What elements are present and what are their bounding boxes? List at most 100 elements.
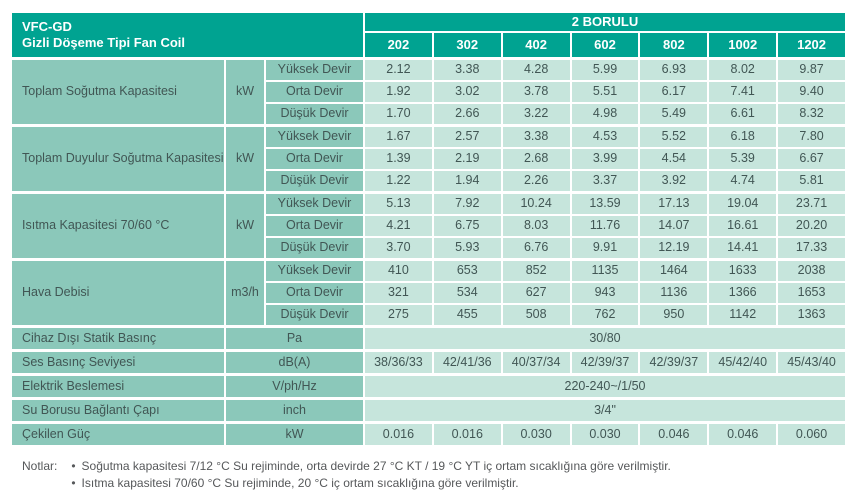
value-cell: 1136 [640, 283, 708, 303]
value-cell: 2.19 [433, 149, 501, 169]
row-group-label: Toplam Duyulur Soğutma Kapasitesi [12, 127, 224, 191]
value-cell: 20.20 [778, 216, 845, 236]
value-cell: 8.32 [778, 104, 845, 124]
value-cell: 950 [640, 305, 708, 325]
value-cell: 6.76 [502, 238, 570, 258]
value-cell: 4.21 [365, 216, 432, 236]
value-cell: 1653 [778, 283, 845, 303]
value-cell: 40/37/34 [502, 352, 570, 373]
value-cell: 11.76 [571, 216, 639, 236]
bullet-icon: • [71, 459, 76, 473]
value-cell: 13.59 [571, 194, 639, 214]
value-cell: 17.33 [778, 238, 845, 258]
value-cell: 19.04 [709, 194, 777, 214]
value-cell: 14.41 [709, 238, 777, 258]
value-cell: 321 [365, 283, 432, 303]
note-item: • Soğutma kapasitesi 7/12 °C Su rejimind… [71, 459, 671, 473]
model-column-header: 802 [640, 33, 708, 57]
value-cell: 5.13 [365, 194, 432, 214]
table-header: VFC-GD Gizli Döşeme Tipi Fan Coil 2 BORU… [12, 13, 845, 57]
unit-label: dB(A) [226, 352, 363, 373]
speed-label: Düşük Devir [266, 104, 363, 124]
value-cell: 1.22 [365, 171, 432, 191]
speed-label: Düşük Devir [266, 238, 363, 258]
speed-label: Orta Devir [266, 82, 363, 102]
value-cell: 3.37 [571, 171, 639, 191]
unit-label: kW [226, 60, 264, 124]
block-toplam-sogutma-kapasitesi: Toplam Soğutma Kapasitesi kW Yüksek Devi… [12, 60, 845, 124]
row-label: Ses Basınç Seviyesi [12, 352, 224, 373]
unit-label: inch [226, 400, 363, 421]
model-column-header: 1202 [778, 33, 845, 57]
value-cell: 3.78 [502, 82, 570, 102]
value-cell: 23.71 [778, 194, 845, 214]
unit-label: kW [226, 194, 264, 258]
speed-label: Düşük Devir [266, 305, 363, 325]
value-cell: 1633 [709, 261, 777, 281]
value-cell: 1.92 [365, 82, 432, 102]
value-cell: 2038 [778, 261, 845, 281]
row-label: Su Borusu Bağlantı Çapı [12, 400, 224, 421]
model-column-header: 1002 [709, 33, 777, 57]
row-label: Cihaz Dışı Statik Basınç [12, 328, 224, 349]
row-group-label: Isıtma Kapasitesi 70/60 °C [12, 194, 224, 258]
note-item: • Isıtma kapasitesi 70/60 °C Su rejimind… [71, 476, 671, 490]
block-toplam-duyulur-sogutma-kapasitesi: Toplam Duyulur Soğutma Kapasitesi kW Yük… [12, 127, 845, 191]
value-cell: 4.54 [640, 149, 708, 169]
value-cell: 0.016 [365, 424, 432, 445]
spec-table: VFC-GD Gizli Döşeme Tipi Fan Coil 2 BORU… [12, 13, 845, 445]
notes-label: Notlar: [22, 459, 58, 473]
value-cell: 1363 [778, 305, 845, 325]
value-cell: 0.060 [778, 424, 845, 445]
notes-list: • Soğutma kapasitesi 7/12 °C Su rejimind… [71, 459, 671, 493]
unit-label: V/ph/Hz [226, 376, 363, 397]
value-cell: 410 [365, 261, 432, 281]
value-cell: 14.07 [640, 216, 708, 236]
value-cell: 275 [365, 305, 432, 325]
model-column-header: 302 [433, 33, 501, 57]
row-static-pressure: Cihaz Dışı Statik Basınç Pa 30/80 [12, 328, 845, 349]
value-cell: 3.02 [433, 82, 501, 102]
speed-label: Yüksek Devir [266, 60, 363, 80]
value-cell: 17.13 [640, 194, 708, 214]
value-cell: 762 [571, 305, 639, 325]
value-cell: 3.99 [571, 149, 639, 169]
unit-label: m3/h [226, 261, 264, 325]
value-cell: 2.66 [433, 104, 501, 124]
notes-section: Notlar: • Soğutma kapasitesi 7/12 °C Su … [22, 459, 845, 493]
value-cell: 0.016 [433, 424, 501, 445]
value-cell: 5.99 [571, 60, 639, 80]
block-hava-debisi: Hava Debisi m3/h Yüksek Devir 410 653 85… [12, 261, 845, 325]
value-cell: 1142 [709, 305, 777, 325]
model-column-header: 402 [502, 33, 570, 57]
product-title: VFC-GD Gizli Döşeme Tipi Fan Coil [12, 13, 363, 57]
value-cell: 2.68 [502, 149, 570, 169]
row-pipe-diameter: Su Borusu Bağlantı Çapı inch 3/4" [12, 400, 845, 421]
value-cell: 653 [433, 261, 501, 281]
row-label: Elektrik Beslemesi [12, 376, 224, 397]
value-cell: 3.22 [502, 104, 570, 124]
value-cell: 8.02 [709, 60, 777, 80]
row-label: Çekilen Güç [12, 424, 224, 445]
value-cell: 3.38 [433, 60, 501, 80]
value-cell: 0.046 [640, 424, 708, 445]
value-cell-span: 220-240~/1/50 [365, 376, 845, 397]
value-cell: 9.40 [778, 82, 845, 102]
value-cell: 4.74 [709, 171, 777, 191]
value-cell: 0.046 [709, 424, 777, 445]
speed-label: Orta Devir [266, 216, 363, 236]
unit-label: Pa [226, 328, 363, 349]
value-cell: 42/41/36 [433, 352, 501, 373]
value-cell: 42/39/37 [640, 352, 708, 373]
value-cell: 6.75 [433, 216, 501, 236]
value-cell: 1.67 [365, 127, 432, 147]
value-cell: 45/43/40 [778, 352, 845, 373]
value-cell: 5.81 [778, 171, 845, 191]
value-cell: 2.57 [433, 127, 501, 147]
note-text: Isıtma kapasitesi 70/60 °C Su rejiminde,… [81, 476, 519, 490]
speed-label: Orta Devir [266, 283, 363, 303]
value-cell: 6.93 [640, 60, 708, 80]
value-cell: 508 [502, 305, 570, 325]
value-cell-span: 3/4" [365, 400, 845, 421]
